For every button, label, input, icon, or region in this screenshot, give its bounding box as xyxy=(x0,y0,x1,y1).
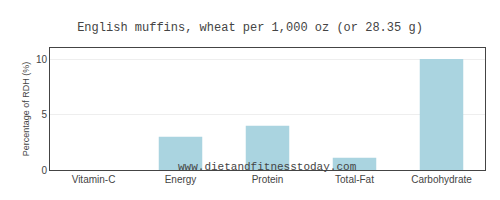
svg-text:Protein: Protein xyxy=(252,174,284,185)
svg-text:www.dietandfitnesstoday.com: www.dietandfitnesstoday.com xyxy=(178,161,357,173)
svg-text:Percentage of RDH (%): Percentage of RDH (%) xyxy=(21,62,31,157)
svg-text:English muffins, wheat per 1,0: English muffins, wheat per 1,000 oz (or … xyxy=(77,21,423,35)
svg-text:Carbohydrate: Carbohydrate xyxy=(411,174,472,185)
svg-text:5: 5 xyxy=(41,109,47,120)
svg-text:10: 10 xyxy=(36,54,48,65)
svg-text:Total-Fat: Total-Fat xyxy=(335,174,374,185)
svg-text:Vitamin-C: Vitamin-C xyxy=(72,174,116,185)
svg-text:0: 0 xyxy=(41,165,47,176)
svg-text:Energy: Energy xyxy=(165,174,197,185)
